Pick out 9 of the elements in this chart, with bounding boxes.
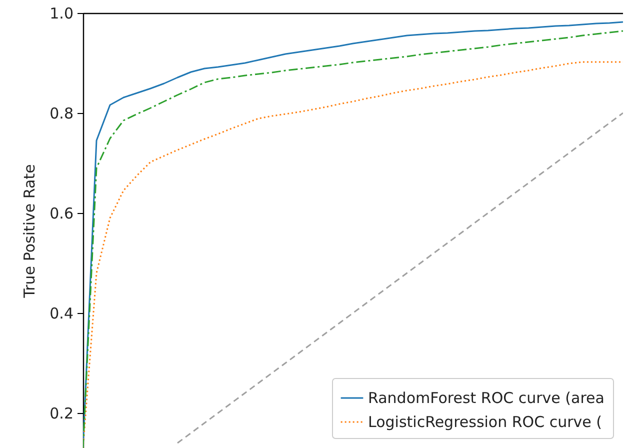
y-axis-title: True Positive Rate [20, 164, 39, 299]
y-tick-label: 0.2 [50, 404, 74, 422]
y-tick-label: 0.4 [50, 304, 74, 322]
legend-label: LogisticRegression ROC curve ( [368, 413, 602, 431]
y-tick-label: 0.6 [50, 204, 74, 222]
line-series [176, 112, 623, 444]
y-tick-label: 1.0 [50, 4, 74, 22]
y-tick-label: 0.8 [50, 104, 74, 122]
legend-label: RandomForest ROC curve (area [368, 389, 604, 407]
